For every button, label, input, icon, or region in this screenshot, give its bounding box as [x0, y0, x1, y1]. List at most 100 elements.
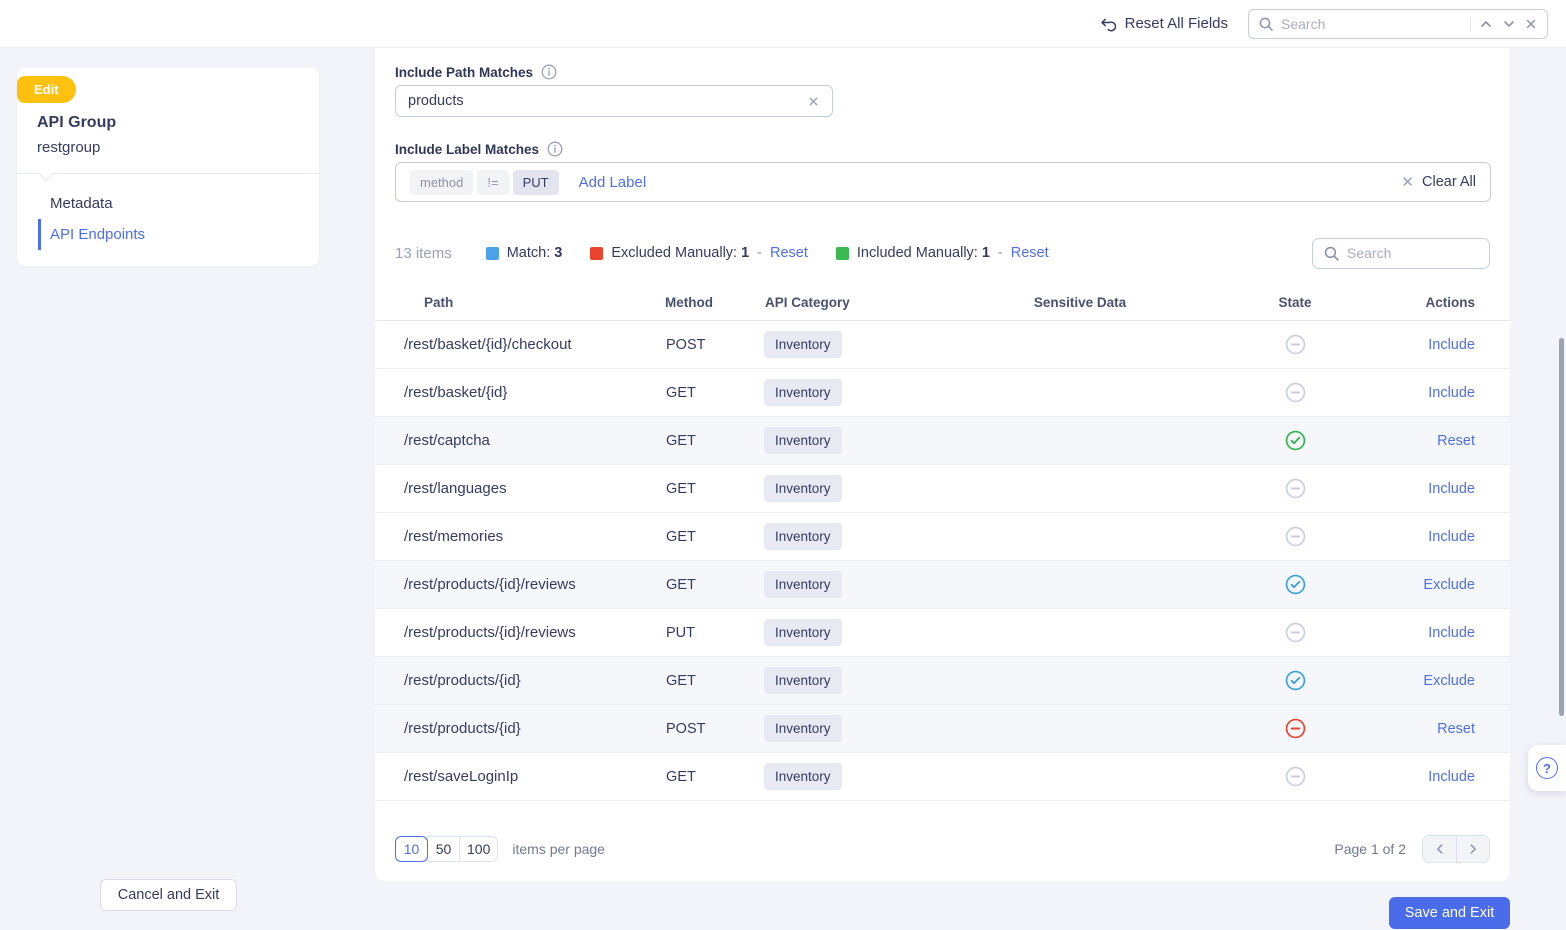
state-neutral-minus-icon [1285, 526, 1305, 547]
state-neutral-minus-icon [1285, 382, 1305, 403]
state-cell [1210, 526, 1380, 547]
clear-path-button[interactable] [807, 95, 820, 108]
search-prev-button[interactable] [1478, 16, 1494, 32]
column-header-actions: Actions [1425, 295, 1475, 310]
table-row: /rest/products/{id}/reviews PUT Inventory I… [375, 609, 1510, 657]
table-search-box [1312, 237, 1490, 269]
row-action-include-link[interactable]: Include [1428, 336, 1475, 353]
state-cell [1210, 334, 1380, 355]
label-chip-operator[interactable]: != [477, 169, 509, 195]
close-icon [809, 97, 818, 105]
search-next-button[interactable] [1501, 16, 1517, 32]
path-match-field [395, 85, 833, 117]
edit-badge: Edit [17, 76, 76, 103]
search-close-button[interactable] [1524, 17, 1538, 31]
endpoint-path: /rest/products/{id}/reviews [404, 576, 576, 593]
state-included-check-icon [1285, 430, 1305, 451]
state-excluded-minus-icon [1285, 718, 1305, 739]
row-action-include-link[interactable]: Include [1428, 624, 1475, 641]
label-matches-box: method != PUT Add Label ✕ Clear All [395, 162, 1491, 202]
cancel-and-exit-button[interactable]: Cancel and Exit [100, 879, 237, 911]
table-search-input[interactable] [1347, 245, 1479, 261]
column-header-path: Path [424, 295, 454, 310]
endpoint-path: /rest/products/{id}/reviews [404, 624, 576, 641]
add-label-link[interactable]: Add Label [578, 173, 647, 191]
endpoint-path: /rest/languages [404, 480, 507, 497]
endpoint-path: /rest/products/{id} [404, 672, 521, 689]
row-action-reset-link[interactable]: Reset [1437, 720, 1475, 737]
items-count: 13 items [395, 244, 452, 262]
page-nav [1422, 834, 1490, 863]
page-size-100[interactable]: 100 [459, 835, 499, 862]
items-per-page-label: items per page [512, 840, 605, 857]
state-cell [1210, 574, 1380, 595]
state-cell [1210, 382, 1380, 403]
state-cell [1210, 718, 1380, 739]
state-legend: Match: 3 Excluded Manually: 1- Reset Includ… [485, 245, 1049, 261]
endpoint-path: /rest/basket/{id} [404, 384, 508, 401]
sidebar-item-api-endpoints[interactable]: API Endpoints [38, 219, 319, 250]
question-icon: ? [1536, 757, 1558, 779]
state-cell [1210, 478, 1380, 499]
info-icon [541, 64, 557, 80]
row-action-include-link[interactable]: Include [1428, 768, 1475, 785]
chevron-down-icon [1504, 20, 1514, 27]
legend-reset-link[interactable]: Reset [1010, 245, 1049, 261]
prev-page-button[interactable] [1423, 835, 1456, 862]
label-chip-key[interactable]: method [410, 169, 474, 195]
row-action-include-link[interactable]: Include [1428, 528, 1475, 545]
pagination-bar: 10 50 100 items per page Page 1 of 2 [395, 834, 1490, 863]
endpoint-path: /rest/basket/{id}/checkout [404, 336, 572, 353]
search-icon [1324, 246, 1339, 261]
legend-item: Included Manually: 1- Reset [835, 245, 1049, 261]
row-action-reset-link[interactable]: Reset [1437, 432, 1475, 449]
endpoint-method: GET [666, 672, 696, 689]
scrollbar-thumb[interactable] [1559, 338, 1564, 716]
api-category-badge: Inventory [764, 763, 842, 790]
help-button[interactable]: ? [1528, 745, 1566, 791]
endpoint-path: /rest/saveLoginIp [404, 768, 519, 785]
row-action-exclude-link[interactable]: Exclude [1423, 576, 1475, 593]
path-match-input[interactable] [408, 93, 799, 109]
api-group-card: Edit API Group restgroup Metadata API End… [17, 68, 319, 266]
table-row: /rest/languages GET Inventory Include [375, 465, 1510, 513]
page-size-50[interactable]: 50 [427, 835, 460, 862]
label-chip-value[interactable]: PUT [512, 169, 559, 195]
api-category-badge: Inventory [764, 523, 842, 550]
legend-label: Match: 3 [506, 245, 563, 261]
row-action-exclude-link[interactable]: Exclude [1423, 672, 1475, 689]
row-action-include-link[interactable]: Include [1428, 384, 1475, 401]
state-match-check-icon [1285, 574, 1305, 595]
endpoint-path: /rest/captcha [404, 432, 490, 449]
page-size-10[interactable]: 10 [395, 835, 428, 862]
reset-all-fields-button[interactable]: Reset All Fields [1099, 15, 1228, 32]
sidebar-nav: Metadata API Endpoints [17, 188, 319, 250]
summary-row: 13 items Match: 3 Excluded Manually: 1- Re… [395, 237, 1490, 269]
api-group-name: restgroup [37, 139, 101, 156]
endpoint-method: GET [666, 576, 696, 593]
sidebar-item-metadata[interactable]: Metadata [50, 195, 113, 212]
legend-label: Excluded Manually: 1 [611, 245, 750, 261]
api-category-badge: Inventory [764, 379, 842, 406]
endpoint-method: GET [666, 432, 696, 449]
chevron-left-icon [1436, 843, 1442, 854]
global-search-input[interactable] [1281, 15, 1463, 32]
endpoints-table: Path Method API Category Sensitive Data Stat… [375, 285, 1510, 801]
include-path-matches-label: Include Path Matches [395, 64, 534, 80]
api-category-badge: Inventory [764, 715, 842, 742]
table-body: /rest/basket/{id}/checkout POST Inventory I… [375, 321, 1510, 801]
legend-item: Match: 3 [485, 245, 563, 261]
legend-swatch [835, 246, 849, 260]
column-header-api-category: API Category [765, 295, 850, 310]
table-row: /rest/basket/{id}/checkout POST Inventory I… [375, 321, 1510, 369]
save-and-exit-button[interactable]: Save and Exit [1389, 897, 1510, 929]
next-page-button[interactable] [1456, 835, 1489, 862]
row-action-include-link[interactable]: Include [1428, 480, 1475, 497]
legend-reset-link[interactable]: Reset [770, 245, 808, 261]
close-icon [1526, 19, 1536, 28]
api-category-badge: Inventory [764, 571, 842, 598]
clear-all-button[interactable]: ✕ Clear All [1401, 173, 1476, 191]
search-icon [1259, 17, 1273, 31]
clear-all-label: Clear All [1422, 174, 1476, 190]
endpoint-method: PUT [666, 624, 695, 641]
